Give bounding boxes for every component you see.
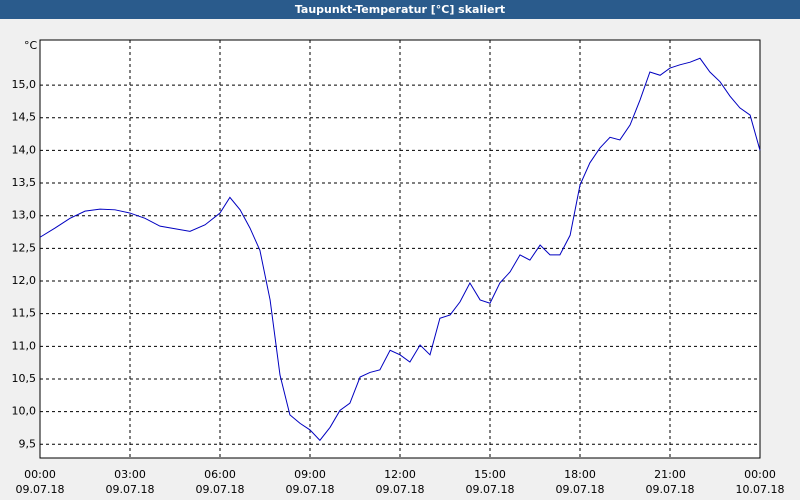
x-tick-label: 15:00 <box>474 468 506 481</box>
x-tick-date: 09.07.18 <box>196 483 245 496</box>
y-tick-label: 12,5 <box>12 241 37 254</box>
y-tick-label: 10,5 <box>12 372 37 385</box>
x-tick-date: 09.07.18 <box>556 483 605 496</box>
y-tick-label: 13,0 <box>12 209 37 222</box>
x-tick-label: 03:00 <box>114 468 146 481</box>
y-tick-label: 9,5 <box>19 437 37 450</box>
y-tick-label: 10,0 <box>12 405 37 418</box>
x-tick-label: 00:00 <box>744 468 776 481</box>
x-tick-label: 18:00 <box>564 468 596 481</box>
x-tick-label: 12:00 <box>384 468 416 481</box>
y-tick-label: 15,0 <box>12 78 37 91</box>
x-tick-date: 09.07.18 <box>466 483 515 496</box>
x-tick-label: 00:00 <box>24 468 56 481</box>
x-tick-label: 06:00 <box>204 468 236 481</box>
x-tick-label: 09:00 <box>294 468 326 481</box>
y-tick-label: 12,0 <box>12 274 37 287</box>
y-unit: °C <box>24 39 38 52</box>
x-tick-date: 09.07.18 <box>646 483 695 496</box>
x-tick-date: 09.07.18 <box>106 483 155 496</box>
x-tick-date: 09.07.18 <box>286 483 335 496</box>
y-tick-label: 13,5 <box>12 176 37 189</box>
data-line <box>39 57 761 442</box>
x-tick-date: 10.07.18 <box>736 483 785 496</box>
title-bar <box>0 0 800 19</box>
x-tick-label: 21:00 <box>654 468 686 481</box>
y-tick-label: 14,0 <box>12 143 37 156</box>
chart-title: Taupunkt-Temperatur [°C] skaliert <box>295 3 505 16</box>
y-tick-label: 14,5 <box>12 111 37 124</box>
x-tick-date: 09.07.18 <box>16 483 65 496</box>
x-tick-date: 09.07.18 <box>376 483 425 496</box>
y-tick-label: 11,0 <box>12 339 37 352</box>
y-tick-label: 11,5 <box>12 307 37 320</box>
